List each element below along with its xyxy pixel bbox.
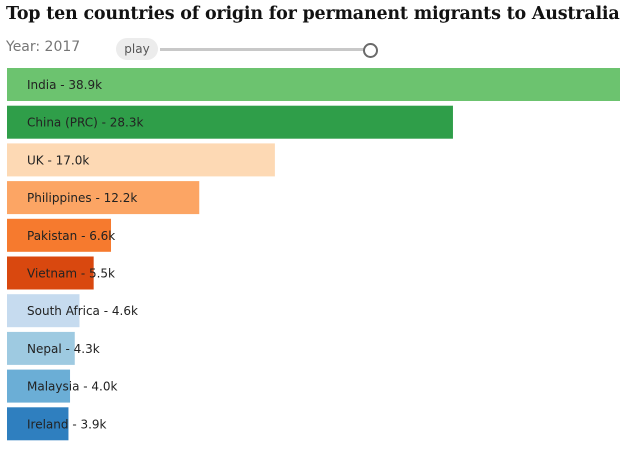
year-label: Year: 2017 [6, 39, 81, 55]
bar-ireland [7, 407, 69, 441]
year-slider-handle[interactable] [363, 43, 378, 58]
bar-label: Philippines - 12.2k [27, 191, 137, 205]
bar-label: Ireland - 3.9k [27, 417, 107, 431]
year-slider-track[interactable] [160, 48, 365, 51]
bar-label: India - 38.9k [27, 78, 102, 92]
bar-label: China (PRC) - 28.3k [27, 116, 143, 130]
bar-pakistan [7, 218, 112, 252]
bar-label: South Africa - 4.6k [27, 304, 138, 318]
bar-nepal [7, 331, 75, 365]
play-button[interactable]: play [116, 38, 158, 60]
bar-philippines [7, 181, 200, 215]
bar-uk [7, 143, 275, 177]
bar-label: UK - 17.0k [27, 153, 89, 167]
bar-label: Nepal - 4.3k [27, 342, 100, 356]
bar-label: Pakistan - 6.6k [27, 229, 115, 243]
bar-label: Vietnam - 5.5k [27, 267, 115, 281]
bar-vietnam [7, 256, 94, 290]
bar-china-prc [7, 105, 453, 139]
bar-malaysia [7, 369, 71, 403]
chart-title: Top ten countries of origin for permanen… [6, 4, 620, 24]
bar-south-africa [7, 294, 80, 328]
bar-label: Malaysia - 4.0k [27, 380, 117, 394]
bar-india [7, 68, 620, 101]
